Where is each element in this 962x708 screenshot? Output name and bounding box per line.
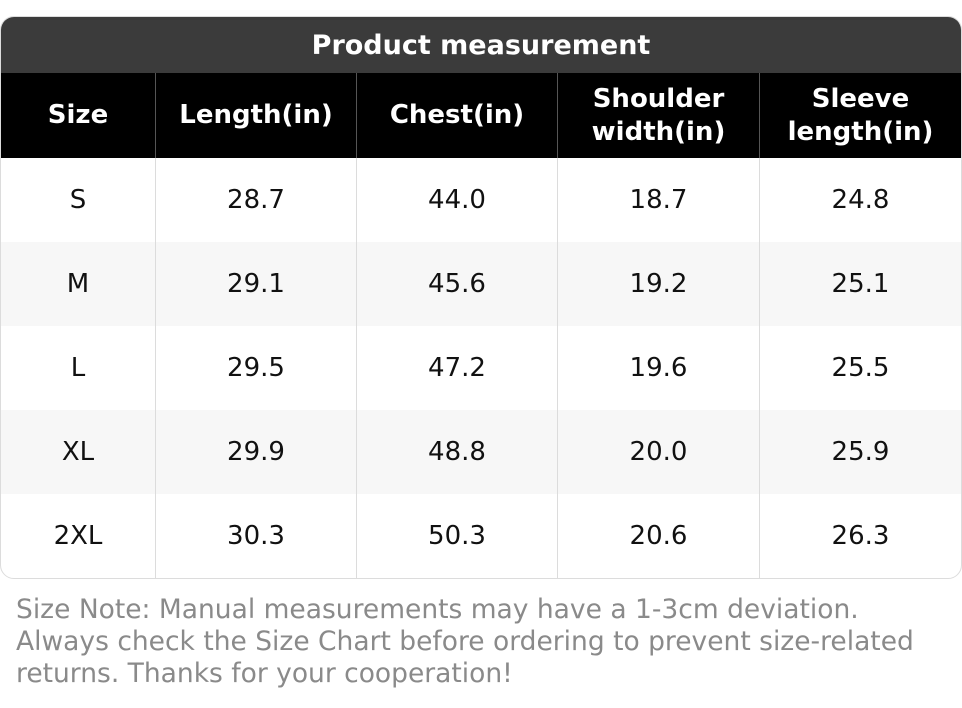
table-cell: 48.8	[356, 410, 557, 494]
column-header: Size	[1, 73, 155, 158]
table-cell: L	[70, 353, 86, 383]
table-cell: 30.3	[155, 494, 356, 578]
column-header: Shoulder width(in)	[557, 73, 759, 158]
table-cell: 25.5	[759, 326, 961, 410]
table-cell: 18.7	[557, 158, 759, 242]
column-header: Sleeve length(in)	[759, 73, 961, 158]
table-cell: 19.2	[557, 242, 759, 326]
table-cell: 29.9	[155, 410, 356, 494]
column-header: Length(in)	[155, 73, 356, 158]
table-cell: 2XL	[53, 521, 103, 551]
table-cell: 26.3	[759, 494, 961, 578]
table-cell: M	[1, 242, 155, 326]
table-cell: 20.6	[557, 494, 759, 578]
table-cell: 20.0	[557, 410, 759, 494]
table-cell: 24.8	[759, 158, 961, 242]
table-cell: 19.6	[557, 326, 759, 410]
table-cell: 45.6	[356, 242, 557, 326]
size-table-card: Product measurement Size Length(in) Chest(…	[0, 16, 962, 579]
table-cell: 25.1	[759, 242, 961, 326]
column-header: Chest(in)	[356, 73, 557, 158]
table-cell: 25.9	[759, 410, 961, 494]
table-cell: 29.1	[155, 242, 356, 326]
table-cell: 44.0	[356, 158, 557, 242]
table-title: Product measurement	[1, 17, 961, 73]
table-cell: 50.3	[356, 494, 557, 578]
table-cell: 28.7	[155, 158, 356, 242]
table-cell: 29.5	[155, 326, 356, 410]
table-cell: S	[69, 185, 87, 215]
size-note: Size Note: Manual measurements may have …	[16, 594, 914, 689]
table-cell: 47.2	[356, 326, 557, 410]
size-table: Size Length(in) Chest(in) Shoulder width(in…	[1, 73, 961, 578]
table-cell: XL	[1, 410, 155, 494]
